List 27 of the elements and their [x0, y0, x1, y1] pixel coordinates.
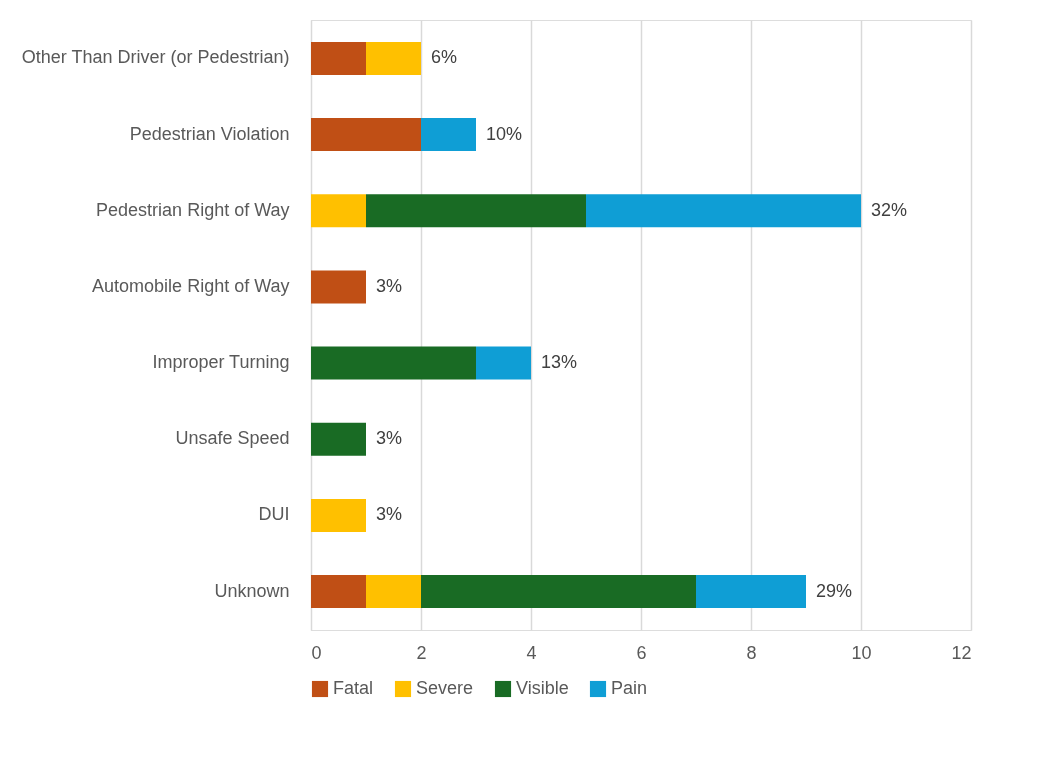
x-tick-label: 6 [636, 642, 647, 663]
x-tick-label: 4 [526, 642, 537, 663]
legend-label: Fatal [333, 678, 374, 698]
y-tick-label: Automobile Right of Way [92, 275, 290, 296]
y-tick-label: Improper Turning [152, 352, 290, 373]
annotation: 10% [486, 123, 523, 144]
y-tick-label: Unknown [214, 580, 290, 601]
y-tick-label: Other Than Driver (or Pedestrian) [21, 47, 290, 68]
annotation: 32% [871, 199, 908, 220]
annotation: 3% [376, 504, 403, 525]
y-tick-label: Pedestrian Right of Way [96, 199, 290, 220]
x-tick-label: 8 [746, 642, 757, 663]
x-tick-label: 0 [311, 642, 322, 663]
annotation: 3% [376, 275, 403, 296]
x-tick-label: 12 [951, 642, 972, 663]
legend-label: Pain [611, 678, 648, 698]
annotation: 29% [816, 580, 853, 601]
legend-label: Severe [416, 678, 474, 698]
annotation: 6% [431, 47, 458, 68]
x-tick-label: 10 [851, 642, 872, 663]
x-tick-label: 2 [416, 642, 427, 663]
annotation: 3% [376, 428, 403, 449]
y-tick-label: Unsafe Speed [175, 428, 290, 449]
y-tick-label: Pedestrian Violation [129, 123, 290, 144]
legend-label: Visible [516, 678, 569, 698]
y-tick-label: DUI [258, 504, 290, 525]
annotation: 13% [541, 352, 578, 373]
